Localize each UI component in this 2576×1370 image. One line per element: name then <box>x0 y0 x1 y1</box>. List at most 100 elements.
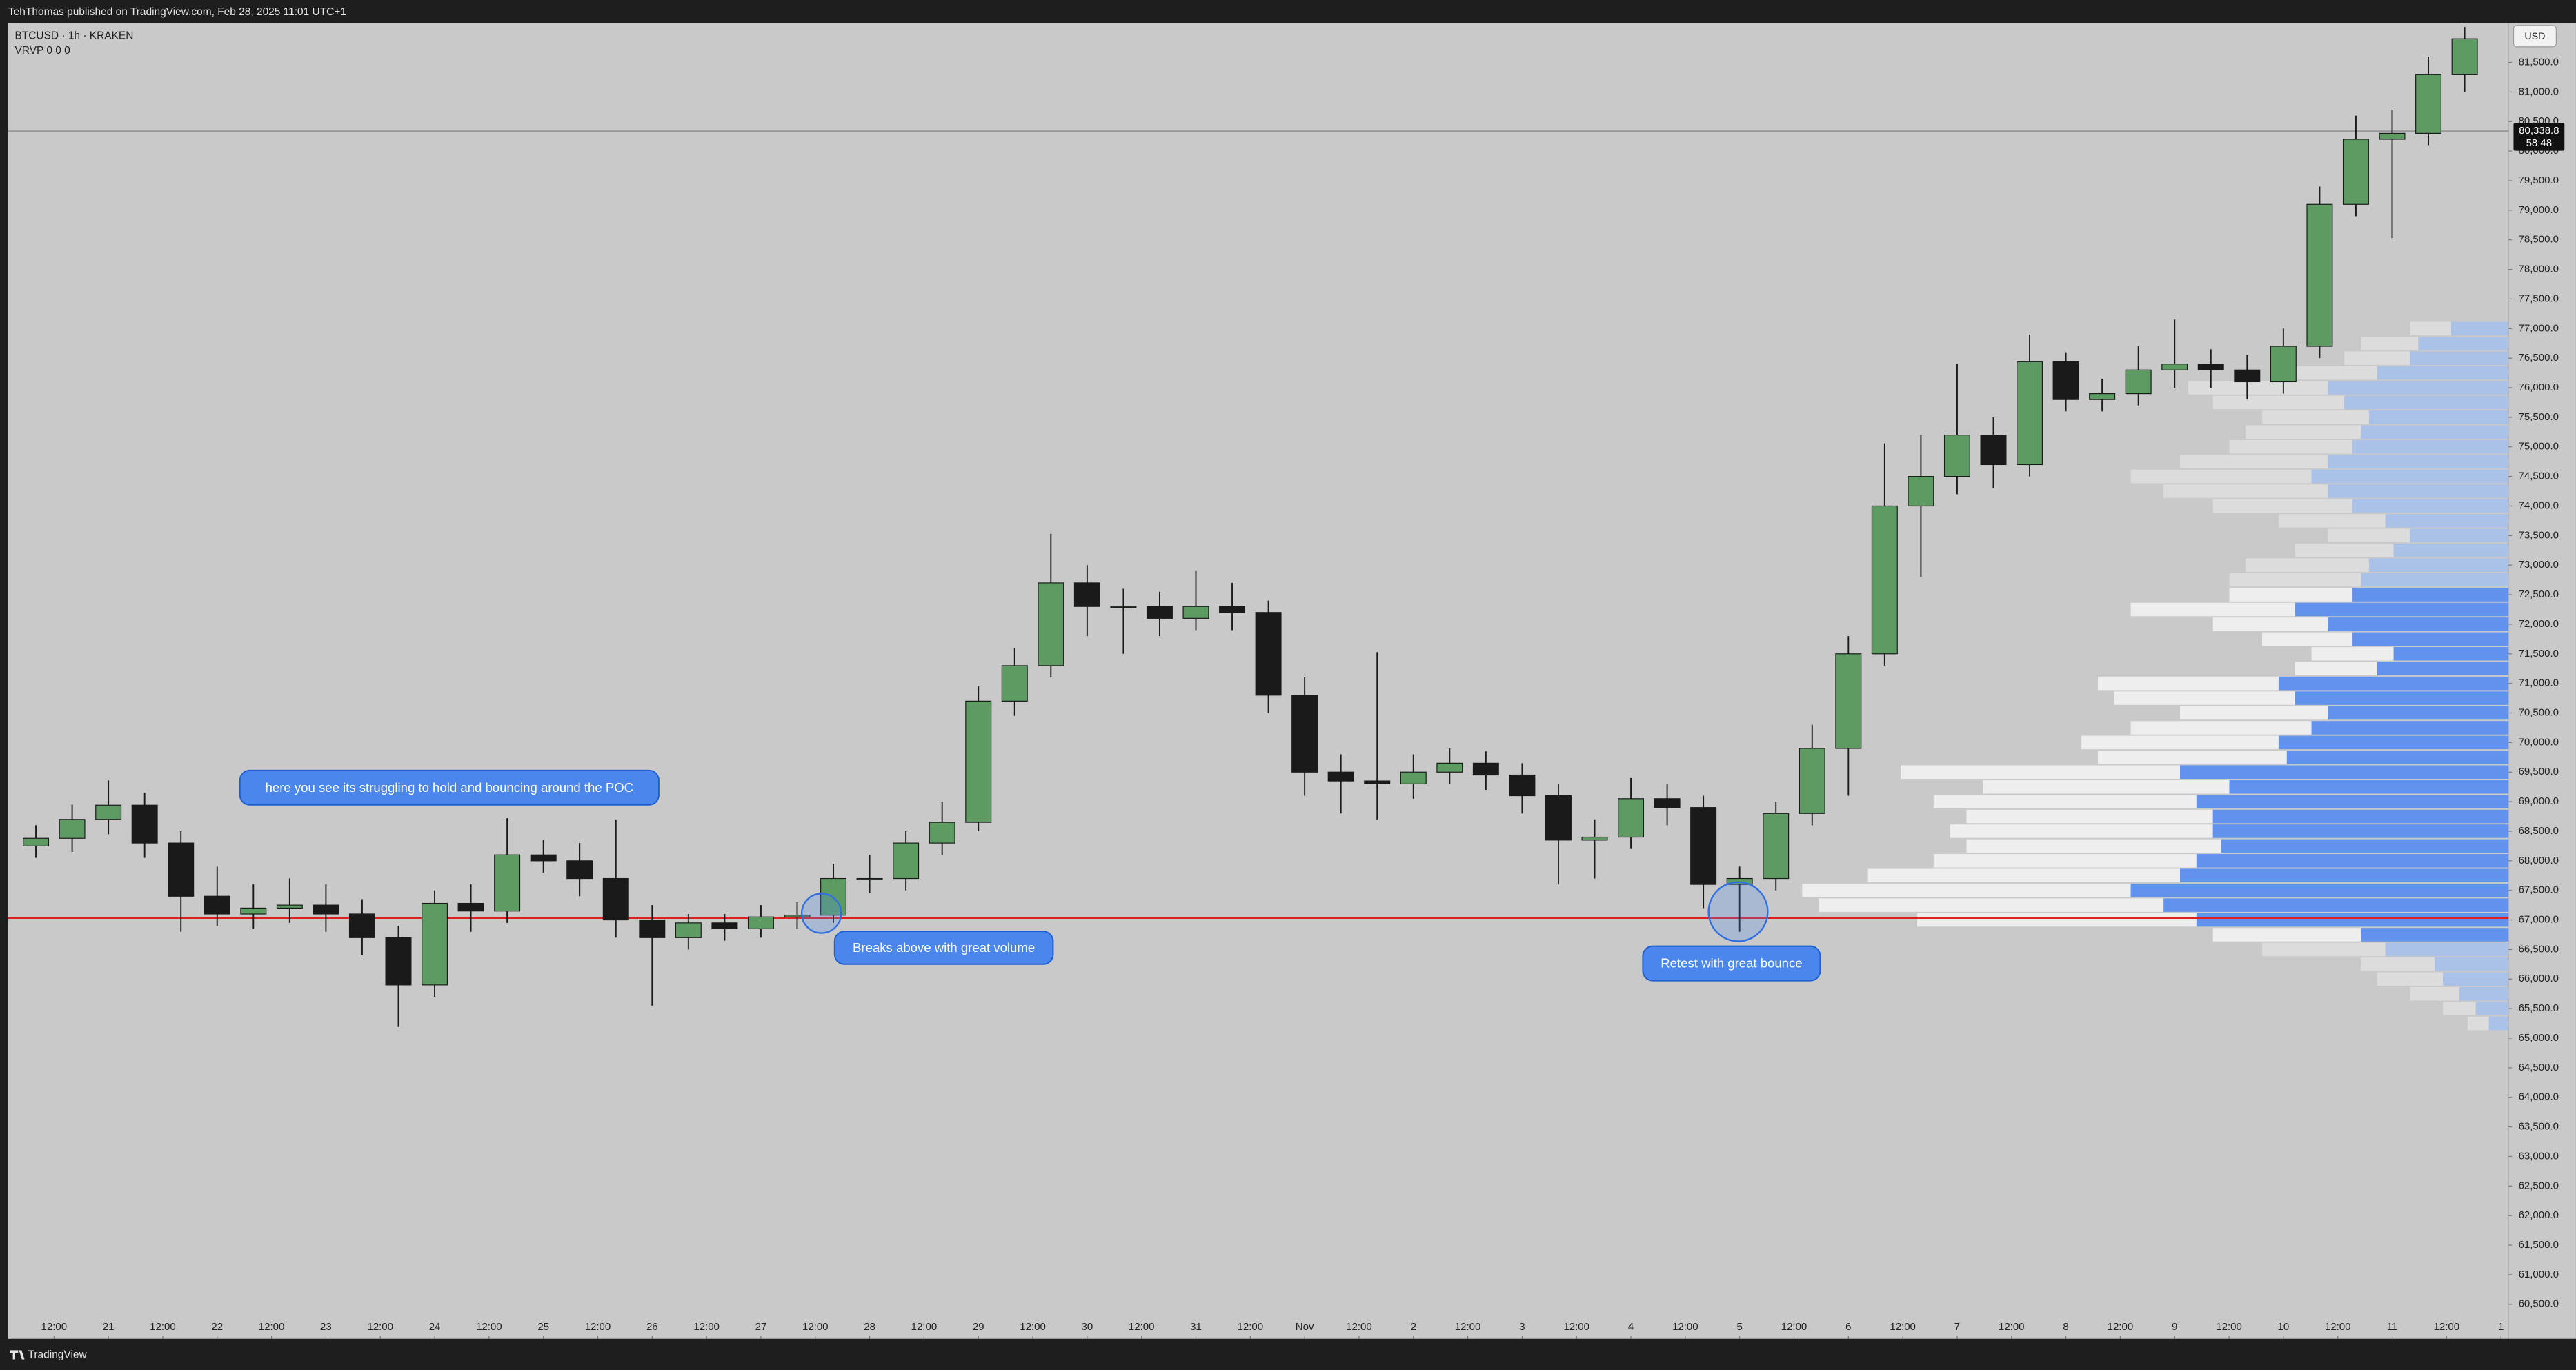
candle-body <box>602 877 629 921</box>
volume-up <box>2443 972 2509 986</box>
volume-up <box>2368 558 2509 572</box>
x-tick-label: 23 <box>320 1321 332 1333</box>
candle-body <box>2052 361 2079 400</box>
volume-up <box>2393 543 2509 557</box>
volume-down <box>2262 410 2369 424</box>
candle-body <box>1001 665 1028 702</box>
y-tick-label: 70,000.0 <box>2519 736 2559 748</box>
volume-down <box>2097 751 2287 764</box>
x-tick-label: 12:00 <box>2108 1321 2134 1333</box>
volume-up <box>2344 395 2509 410</box>
volume-up <box>2459 986 2509 1001</box>
volume-up <box>2196 913 2509 927</box>
volume-down <box>2212 928 2361 942</box>
candle-body <box>1291 695 1318 773</box>
annotation-bubble <box>833 931 1054 965</box>
candle-body <box>457 902 484 912</box>
x-tick-label: 6 <box>1845 1321 1851 1333</box>
x-tick-label: 12:00 <box>2434 1321 2460 1333</box>
volume-down <box>2295 543 2394 557</box>
candle-body <box>168 842 195 897</box>
x-tick-label: 29 <box>973 1321 984 1333</box>
volume-up <box>2385 514 2509 528</box>
volume-up <box>2410 351 2509 365</box>
volume-down <box>2410 986 2459 1001</box>
y-tick-label: 77,000.0 <box>2519 322 2559 334</box>
y-tick-label: 62,500.0 <box>2519 1180 2559 1191</box>
y-tick-label: 78,000.0 <box>2519 264 2559 275</box>
y-tick-label: 64,000.0 <box>2519 1091 2559 1103</box>
volume-up <box>2377 366 2509 380</box>
x-tick-label: 5 <box>1737 1321 1743 1333</box>
candle-body <box>1182 606 1209 619</box>
candle-body <box>1110 606 1137 608</box>
candle-body <box>784 915 811 917</box>
candle-body <box>566 860 593 880</box>
x-tick-label: 12:00 <box>2216 1321 2242 1333</box>
volume-down <box>2229 439 2353 454</box>
x-tick-label: 1 <box>2498 1321 2504 1333</box>
currency-box[interactable] <box>2513 25 2557 48</box>
y-tick-label: 74,500.0 <box>2519 470 2559 482</box>
volume-up <box>2212 824 2509 838</box>
x-tick-label: 12:00 <box>367 1321 393 1333</box>
price-label: 80,338.8 <box>2519 125 2559 137</box>
volume-up <box>2328 455 2509 468</box>
candle-body <box>1835 653 1862 749</box>
y-tick-label: 68,000.0 <box>2519 855 2559 866</box>
x-tick-label: 12:00 <box>1346 1321 1372 1333</box>
currency: USD <box>2524 31 2545 42</box>
candle-body <box>204 895 230 915</box>
x-tick-label: 12:00 <box>1672 1321 1698 1333</box>
volume-down <box>2311 647 2394 661</box>
x-tick-label: 12:00 <box>585 1321 611 1333</box>
candle-body <box>1943 435 1970 477</box>
y-tick-label: 63,500.0 <box>2519 1121 2559 1133</box>
volume-up <box>2418 336 2509 350</box>
volume-up <box>2328 484 2509 498</box>
volume-up <box>2286 751 2509 764</box>
candle-body <box>2089 393 2116 400</box>
volume-down <box>2443 1002 2476 1015</box>
volume-up <box>2328 617 2509 631</box>
volume-up <box>2196 854 2509 868</box>
volume-up <box>2328 381 2509 395</box>
candle-body <box>1364 780 1391 784</box>
candle-body <box>1799 748 1825 814</box>
candle-body <box>1327 771 1354 782</box>
x-tick-label: 30 <box>1082 1321 1093 1333</box>
volume-up <box>2488 1016 2509 1031</box>
candle-body <box>1654 798 1681 808</box>
volume-down <box>2163 484 2328 498</box>
volume-down <box>2212 395 2345 410</box>
volume-up <box>2435 957 2509 971</box>
candle-body <box>1871 505 1898 655</box>
candle-body <box>1980 435 2007 466</box>
volume-up <box>2368 410 2509 424</box>
volume-up <box>2163 898 2509 912</box>
x-tick-label: 12:00 <box>476 1321 502 1333</box>
y-tick-label: 64,500.0 <box>2519 1062 2559 1073</box>
y-tick-label: 78,500.0 <box>2519 234 2559 246</box>
candle-body <box>1618 798 1645 838</box>
volume-up <box>2352 632 2509 646</box>
y-tick-label: 65,500.0 <box>2519 1002 2559 1014</box>
volume-down <box>2278 366 2377 380</box>
volume-up <box>2352 439 2509 454</box>
candle-body <box>1400 771 1427 784</box>
x-tick-label: 3 <box>1519 1321 1525 1333</box>
volume-down <box>2410 321 2451 336</box>
candle-body <box>965 700 992 823</box>
volume-down <box>2295 662 2377 675</box>
volume-down <box>2344 351 2410 365</box>
volume-down <box>2212 617 2328 631</box>
volume-up <box>2295 602 2509 617</box>
volume-up <box>2410 528 2509 543</box>
candle-body <box>59 819 86 839</box>
y-tick-label: 68,500.0 <box>2519 825 2559 837</box>
x-tick-label: 12:00 <box>1563 1321 1589 1333</box>
y-tick-label: 79,000.0 <box>2519 204 2559 216</box>
volume-down <box>2114 691 2295 705</box>
x-tick-label: 12:00 <box>1238 1321 1264 1333</box>
candle-body <box>313 904 339 915</box>
